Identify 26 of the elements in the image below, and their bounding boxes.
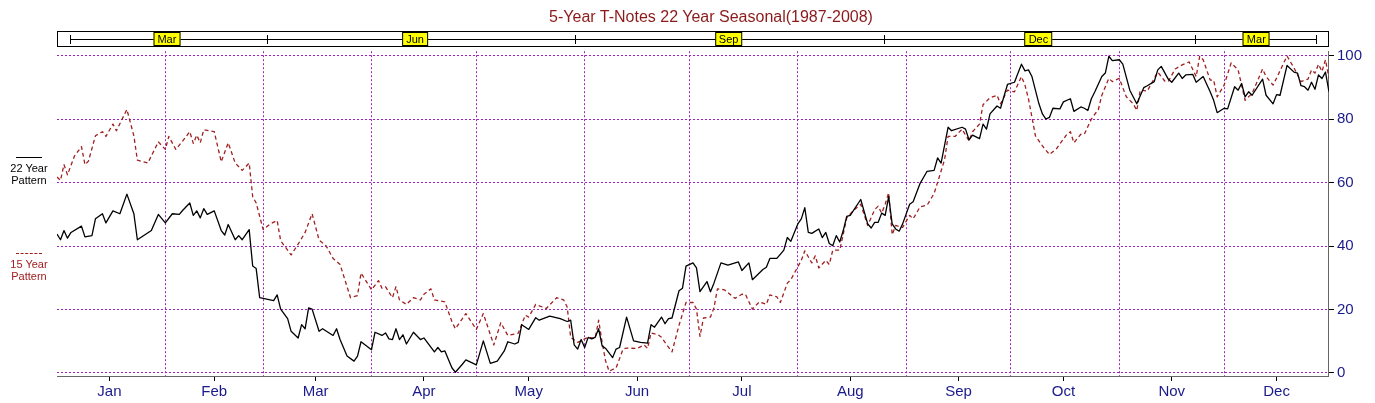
y-tick-label: 40: [1336, 236, 1354, 254]
y-tick-label: 0: [1336, 362, 1346, 380]
text: Jun: [402, 32, 428, 47]
x-tick-label: Mar: [302, 382, 329, 400]
y-tick-label: 100: [1336, 46, 1362, 64]
x-tick-label: Nov: [1158, 382, 1186, 400]
y-tick-label: 20: [1336, 299, 1354, 317]
chart-title: 5-Year T-Notes 22 Year Seasonal(1987-2008): [549, 8, 873, 26]
x-tick-label: Oct: [1051, 382, 1076, 400]
y-tick-label: 60: [1336, 172, 1354, 190]
legend-label: 22 Year Pattern: [10, 162, 48, 186]
x-tick-label: Jul: [732, 382, 752, 400]
x-tick-label: Feb: [201, 382, 228, 400]
y-tick-label: 80: [1336, 109, 1354, 127]
x-tick-label: Sep: [945, 382, 972, 400]
x-tick-label: May: [514, 382, 544, 400]
x-tick-label: Aug: [836, 382, 864, 400]
x-tick-label: Jun: [624, 382, 650, 400]
x-tick-label: Jan: [97, 382, 122, 400]
x-tick-label: Dec: [1263, 382, 1291, 400]
legend-label: 15 Year Pattern: [10, 258, 48, 282]
x-tick-label: Apr: [412, 382, 436, 400]
text: Mar: [153, 32, 181, 47]
text: Sep: [714, 32, 743, 47]
text: Dec: [1024, 32, 1053, 47]
text: Mar: [1242, 32, 1270, 47]
